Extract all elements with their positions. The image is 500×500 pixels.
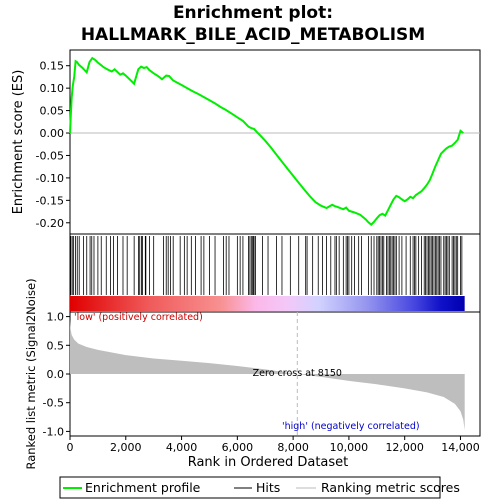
plot-title-line2: HALLMARK_BILE_ACID_METABOLISM bbox=[81, 25, 425, 45]
metric-x-axis-label: Rank in Ordered Dataset bbox=[188, 455, 349, 470]
metric-x-tick-label: 12,000 bbox=[385, 441, 424, 454]
es-y-tick-label: -0.15 bbox=[36, 194, 64, 207]
rank-heatmap-bar bbox=[70, 296, 465, 311]
high-annotation: 'high' (negatively correlated) bbox=[282, 421, 420, 432]
low-annotation: 'low' (positively correlated) bbox=[74, 312, 203, 323]
zero-cross-annotation: Zero cross at 8150 bbox=[253, 368, 342, 379]
metric-x-ticks: 0 2,000 4,000 6,000 8,000 10,000 12,000 14,000 bbox=[67, 436, 480, 454]
metric-x-tick-label: 10,000 bbox=[330, 441, 369, 454]
legend-hits-label: Hits bbox=[256, 480, 280, 495]
es-y-ticks: 0.15 0.10 0.05 0.00 -0.05 -0.10 -0.15 -0.20 bbox=[36, 60, 70, 230]
metric-x-tick-label: 4,000 bbox=[166, 441, 198, 454]
legend: Enrichment profile Hits Ranking metric s… bbox=[59, 476, 460, 499]
es-y-tick-label: -0.05 bbox=[36, 149, 64, 162]
metric-y-tick-label: -0.5 bbox=[43, 397, 64, 410]
legend-profile-label: Enrichment profile bbox=[85, 480, 201, 495]
metric-y-tick-label: -1.0 bbox=[43, 425, 64, 438]
metric-y-tick-label: 0.5 bbox=[47, 339, 65, 352]
metric-y-tick-label: 1.0 bbox=[47, 311, 65, 324]
enrichment-profile-line bbox=[69, 56, 464, 226]
es-y-tick-label: -0.10 bbox=[36, 172, 64, 185]
metric-y-axis-label: Ranked list metric (Signal2Noise) bbox=[24, 278, 38, 469]
es-y-tick-label: 0.15 bbox=[40, 60, 65, 73]
hit-markers bbox=[70, 236, 463, 295]
legend-metric-label: Ranking metric scores bbox=[321, 480, 460, 495]
metric-y-tick-label: 0.0 bbox=[47, 368, 65, 381]
es-plot-frame bbox=[69, 49, 481, 235]
metric-x-tick-label: 8,000 bbox=[277, 441, 309, 454]
metric-x-tick-label: 0 bbox=[67, 441, 74, 454]
metric-y-ticks: 1.0 0.5 0.0 -0.5 -1.0 bbox=[43, 311, 70, 438]
plot-title-line1: Enrichment plot: bbox=[173, 3, 333, 23]
metric-x-tick-label: 2,000 bbox=[110, 441, 142, 454]
metric-panel: 1.0 0.5 0.0 -0.5 -1.0 0 2,000 4,000 6,000 8,000 1… bbox=[24, 278, 481, 470]
es-y-tick-label: 0.05 bbox=[40, 105, 65, 118]
es-y-tick-label: 0.00 bbox=[40, 127, 65, 140]
ranking-metric-area bbox=[70, 319, 465, 431]
es-y-tick-label: 0.10 bbox=[40, 82, 65, 95]
hits-panel bbox=[69, 233, 481, 313]
es-y-axis-label: Enrichment score (ES) bbox=[11, 70, 26, 215]
es-panel: 0.15 0.10 0.05 0.00 -0.05 -0.10 -0.15 -0.20 Enr… bbox=[11, 49, 481, 235]
metric-x-tick-label: 14,000 bbox=[441, 441, 480, 454]
metric-x-tick-label: 6,000 bbox=[222, 441, 254, 454]
es-y-tick-label: -0.20 bbox=[36, 217, 64, 230]
